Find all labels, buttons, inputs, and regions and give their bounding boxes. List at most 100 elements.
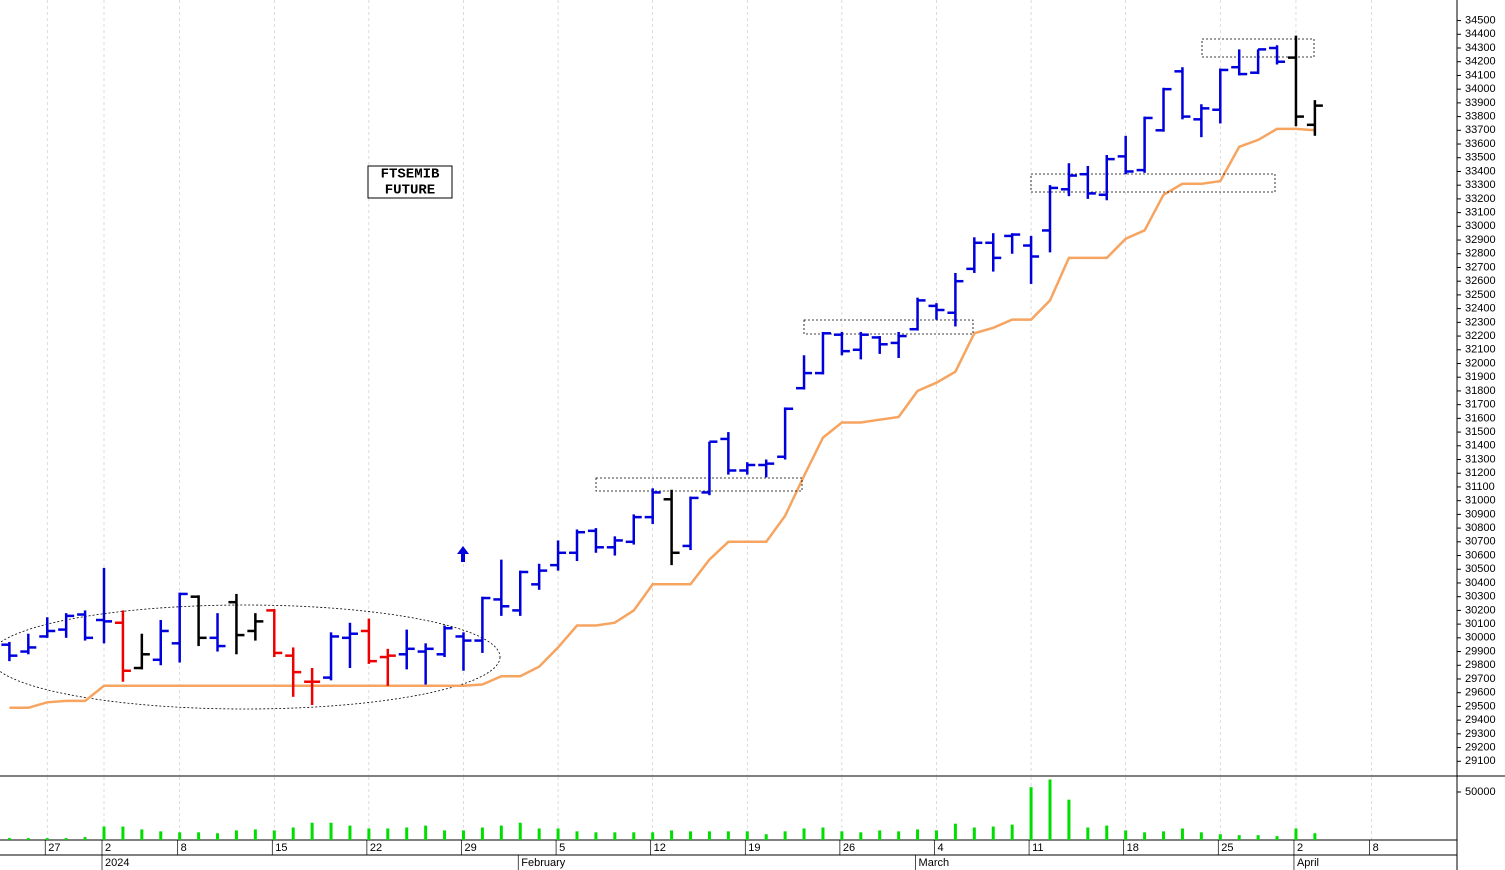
volume-bar	[1048, 779, 1052, 840]
y-tick-label: 31600	[1465, 412, 1496, 424]
y-tick-label: 33800	[1465, 110, 1496, 122]
y-tick-label: 29300	[1465, 728, 1496, 740]
y-tick-label: 30500	[1465, 563, 1496, 575]
zone-box	[1030, 173, 1276, 193]
volume-bar	[499, 825, 503, 840]
y-tick-label: 31200	[1465, 467, 1496, 479]
volume-bar	[632, 832, 636, 840]
y-tick-label: 33100	[1465, 207, 1496, 219]
volume-bar	[1313, 833, 1317, 840]
x-tick-label: 2	[105, 842, 111, 854]
y-tick-label: 32000	[1465, 357, 1496, 369]
volume-bar	[1275, 836, 1279, 840]
y-tick-label: 30400	[1465, 577, 1496, 589]
volume-bar	[1124, 830, 1128, 840]
y-tick-label: 34000	[1465, 83, 1496, 95]
y-tick-label: 29900	[1465, 645, 1496, 657]
volume-bar	[64, 838, 68, 840]
x-tick-label: 8	[181, 842, 187, 854]
month-label: March	[919, 857, 950, 869]
volume-bar	[1199, 832, 1203, 840]
volume-bar	[821, 827, 825, 840]
y-tick-label: 29200	[1465, 741, 1496, 753]
x-tick-label: 2	[1297, 842, 1303, 854]
up-arrow	[457, 546, 469, 562]
y-tick-label: 33000	[1465, 220, 1496, 232]
y-tick-label: 30200	[1465, 604, 1496, 616]
y-tick-label: 29800	[1465, 659, 1496, 671]
volume-bar	[443, 830, 447, 840]
volume-bar	[916, 829, 920, 840]
x-tick-label: 11	[1032, 842, 1043, 854]
volume-bar	[1237, 835, 1241, 840]
volume-bar	[764, 834, 768, 840]
volume-bar	[991, 826, 995, 840]
volume-bar	[1067, 799, 1071, 840]
zone-box	[803, 319, 974, 335]
y-tick-label: 30600	[1465, 549, 1496, 561]
annotation: FUTURE	[385, 183, 435, 199]
volume-bar	[461, 830, 465, 840]
volume-bar	[45, 838, 49, 840]
y-tick-label: 33500	[1465, 152, 1496, 164]
y-tick-label: 30800	[1465, 522, 1496, 534]
x-tick-label: 29	[464, 842, 476, 854]
y-tick-label: 33200	[1465, 193, 1496, 205]
volume-bar	[953, 823, 957, 840]
volume-bar	[689, 831, 693, 840]
y-tick-label: 29700	[1465, 673, 1496, 685]
y-tick-label: 29400	[1465, 714, 1496, 726]
volume-bar	[537, 828, 541, 840]
volume-bar	[272, 830, 276, 840]
x-tick-label: 15	[275, 842, 287, 854]
volume-bar	[575, 831, 579, 840]
x-tick-label: 5	[559, 842, 565, 854]
volume-bar	[802, 828, 806, 840]
y-tick-label: 32900	[1465, 234, 1496, 246]
volume-bar	[1086, 827, 1090, 840]
volume-bar	[121, 826, 125, 840]
volume-bar	[707, 831, 711, 840]
volume-bar	[1029, 787, 1033, 840]
volume-bar	[348, 825, 352, 840]
volume-bar	[216, 833, 220, 840]
volume-bar	[140, 829, 144, 840]
volume-bar	[386, 828, 390, 840]
x-tick-label: 19	[748, 842, 760, 854]
volume-bar	[613, 832, 617, 840]
volume-bar	[310, 822, 314, 840]
volume-bar	[405, 827, 409, 840]
volume-bar	[197, 832, 201, 840]
y-tick-label: 32500	[1465, 289, 1496, 301]
volume-bar	[972, 827, 976, 840]
volume-bar	[1218, 834, 1222, 840]
y-tick-label: 29600	[1465, 687, 1496, 699]
y-tick-label: 32200	[1465, 330, 1496, 342]
y-tick-label: 30100	[1465, 618, 1496, 630]
annotation: FTSEMIB	[381, 167, 440, 183]
volume-bar	[367, 828, 371, 840]
volume-bar	[594, 832, 598, 840]
y-tick-label: 32700	[1465, 261, 1496, 273]
x-tick-label: 25	[1221, 842, 1233, 854]
month-label: April	[1297, 857, 1319, 869]
range-ellipse	[0, 604, 501, 710]
y-tick-label: 31700	[1465, 399, 1496, 411]
y-tick-label: 34100	[1465, 69, 1496, 81]
month-label: 2024	[105, 857, 129, 869]
volume-bar	[1294, 828, 1298, 840]
month-label: February	[521, 857, 566, 869]
volume-bar	[726, 831, 730, 840]
zone-box	[595, 477, 803, 492]
y-tick-label: 33900	[1465, 97, 1496, 109]
volume-bar	[1143, 832, 1147, 840]
y-tick-label: 29100	[1465, 755, 1496, 767]
volume-bar	[329, 822, 333, 840]
x-tick-label: 22	[370, 842, 382, 854]
volume-bar	[291, 827, 295, 840]
y-tick-label: 31100	[1465, 481, 1495, 493]
volume-bar	[102, 826, 106, 840]
volume-bar	[783, 831, 787, 840]
